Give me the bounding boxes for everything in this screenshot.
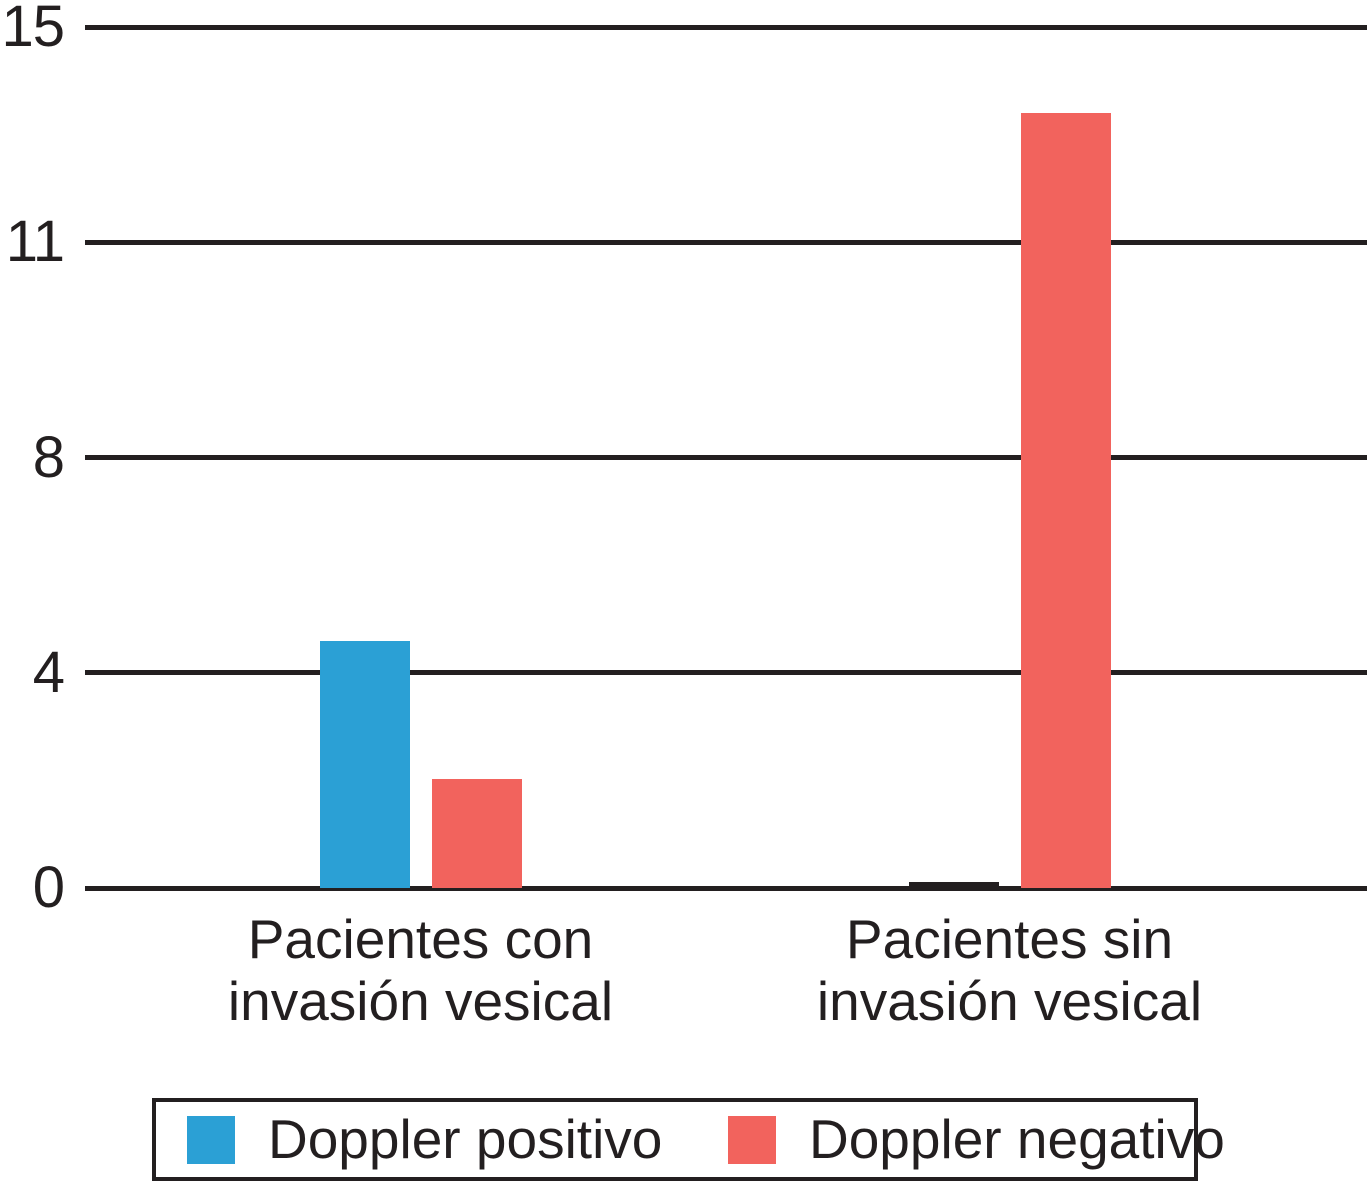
gridline-y-15 <box>85 24 1367 30</box>
x-axis-category-label-1: Pacientes con invasión vesical <box>121 908 721 1032</box>
y-axis-tick-label-8: 8 <box>32 424 65 490</box>
legend-item-doppler-positivo: Doppler positivo <box>187 1102 662 1177</box>
x-axis-category-label-2: Pacientes sin invasión vesical <box>710 908 1310 1032</box>
x-axis-category-label-line: Pacientes con <box>247 908 594 970</box>
bar-doppler-positivo-group1 <box>319 641 410 888</box>
legend: Doppler positivo Doppler negativo <box>152 1098 1225 1181</box>
x-axis-category-label-line: invasión vesical <box>227 970 614 1032</box>
legend-label-doppler-positivo: Doppler positivo <box>268 1108 663 1170</box>
bar-doppler-positivo-group2 <box>908 882 999 888</box>
x-axis-category-label-line: invasión vesical <box>816 970 1203 1032</box>
legend-item-doppler-negativo: Doppler negativo <box>728 1102 1225 1177</box>
y-axis-tick-label-11: 11 <box>5 209 65 275</box>
x-axis-category-label-line: Pacientes sin <box>845 908 1174 970</box>
bar-doppler-negativo-group1 <box>431 778 522 888</box>
legend-swatch-doppler-positivo-icon <box>187 1115 235 1164</box>
gridline-y-0 <box>85 885 1367 891</box>
y-axis-tick-label-15: 15 <box>1 0 65 59</box>
legend-swatch-doppler-negativo-icon <box>728 1115 776 1164</box>
gridline-y-4 <box>85 670 1367 676</box>
y-axis-tick-label-0: 0 <box>32 855 65 920</box>
bar-doppler-negativo-group2 <box>1020 113 1111 888</box>
y-axis-tick-label-4: 4 <box>32 639 65 705</box>
legend-label-doppler-negativo: Doppler negativo <box>809 1108 1225 1170</box>
gridline-y-11 <box>85 239 1367 245</box>
gridline-y-8 <box>85 455 1367 460</box>
